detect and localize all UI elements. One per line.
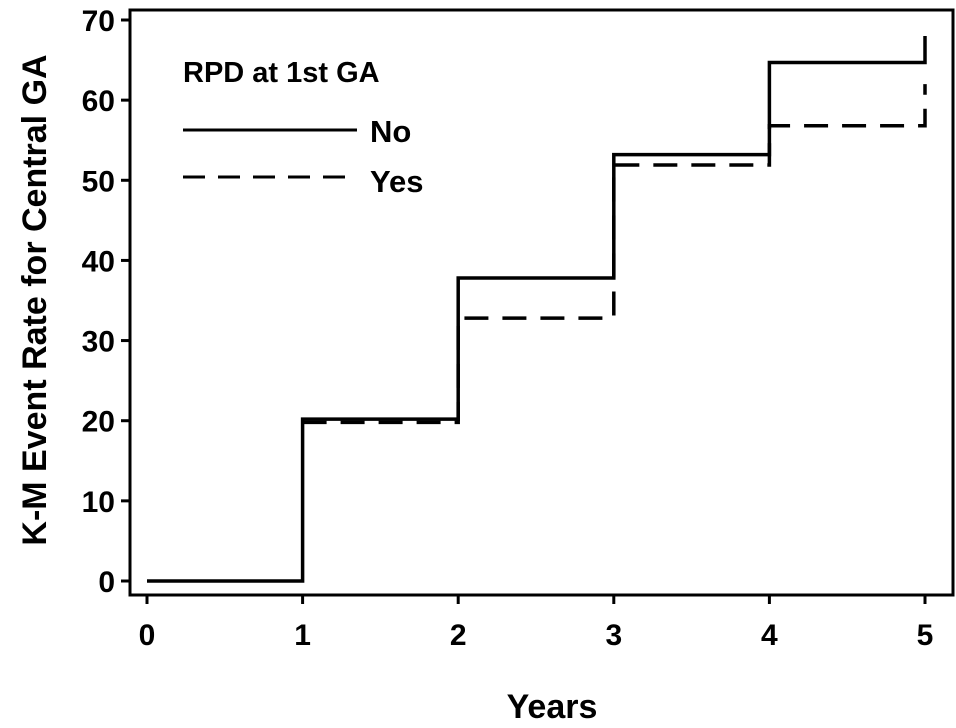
- series-yes-step-line: [302, 84, 927, 425]
- y-tick-label: 10: [82, 486, 115, 519]
- y-tick-label: 40: [82, 245, 115, 278]
- x-tick-label: 5: [917, 619, 934, 652]
- series-no-step-line: [147, 36, 927, 583]
- y-tick-label: 70: [82, 5, 115, 38]
- plot-frame: [128, 8, 955, 597]
- y-tick-label: 20: [82, 406, 115, 439]
- y-tick-label: 60: [82, 85, 115, 118]
- x-tick-label: 3: [605, 619, 622, 652]
- series-layer: [147, 36, 927, 583]
- y-tick-label: 30: [82, 326, 115, 359]
- legend-label-yes: Yes: [370, 164, 423, 199]
- y-tick-label: 50: [82, 165, 115, 198]
- x-axis: 0 1 2 3 4 5: [139, 595, 934, 652]
- x-axis-title: Years: [507, 688, 598, 726]
- y-axis-title: K-M Event Rate for Central GA: [16, 54, 54, 545]
- y-axis: 0 10 20 30 40 50 60 70: [82, 5, 130, 599]
- x-tick-label: 4: [761, 619, 778, 652]
- y-tick-label: 0: [98, 566, 115, 599]
- x-tick-label: 0: [139, 619, 156, 652]
- legend-title: RPD at 1st GA: [183, 57, 380, 89]
- legend-label-no: No: [370, 114, 411, 149]
- plot-frame-rect: [128, 8, 955, 597]
- legend: RPD at 1st GA No Yes: [183, 57, 423, 199]
- x-tick-label: 1: [294, 619, 311, 652]
- x-tick-label: 2: [450, 619, 467, 652]
